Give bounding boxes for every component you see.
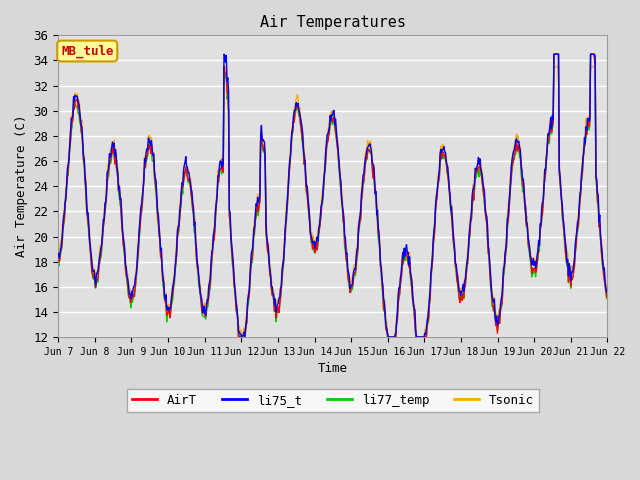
li77_temp (235, 334, 243, 340)
Text: MB_tule: MB_tule (61, 44, 113, 58)
li77_temp (54, 261, 62, 267)
li75_t (237, 334, 245, 340)
li77_temp (205, 289, 213, 295)
Tsonic (54, 254, 62, 260)
li75_t (205, 280, 213, 286)
li75_t (177, 202, 184, 208)
Line: Tsonic: Tsonic (58, 67, 607, 337)
Tsonic (604, 286, 611, 292)
Tsonic (417, 334, 425, 340)
Tsonic (401, 246, 409, 252)
li77_temp (401, 252, 408, 257)
li75_t (604, 287, 611, 293)
AirT (121, 253, 129, 259)
Legend: AirT, li75_t, li77_temp, Tsonic: AirT, li75_t, li77_temp, Tsonic (127, 389, 539, 412)
X-axis label: Time: Time (318, 362, 348, 375)
AirT (550, 51, 557, 57)
Tsonic (220, 64, 228, 70)
li77_temp (121, 255, 129, 261)
li77_temp (550, 51, 557, 57)
Line: li75_t: li75_t (58, 54, 607, 337)
li75_t (65, 162, 72, 168)
Tsonic (121, 245, 129, 251)
li75_t (417, 334, 425, 340)
Tsonic (237, 334, 245, 340)
AirT (417, 334, 424, 340)
Title: Air Temperatures: Air Temperatures (260, 15, 406, 30)
AirT (54, 257, 62, 263)
AirT (205, 283, 213, 288)
Line: li77_temp: li77_temp (58, 54, 607, 337)
AirT (401, 250, 408, 256)
Y-axis label: Air Temperature (C): Air Temperature (C) (15, 115, 28, 257)
li75_t (220, 51, 228, 57)
AirT (177, 204, 184, 210)
Tsonic (65, 161, 72, 167)
AirT (235, 334, 243, 340)
AirT (65, 167, 72, 172)
Tsonic (205, 277, 213, 283)
AirT (604, 295, 611, 300)
li75_t (401, 253, 409, 259)
li75_t (121, 246, 129, 252)
li77_temp (604, 292, 611, 298)
Tsonic (177, 198, 184, 204)
li77_temp (65, 173, 72, 179)
li75_t (54, 251, 62, 256)
Line: AirT: AirT (58, 54, 607, 337)
li77_temp (177, 208, 184, 214)
li77_temp (417, 334, 424, 340)
